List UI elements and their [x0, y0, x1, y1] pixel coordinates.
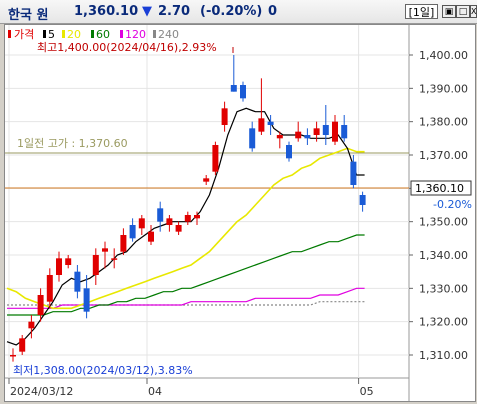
ma60-line: [7, 234, 365, 316]
y-tick-label: 1,400.00: [419, 49, 468, 62]
candle-body: [102, 248, 108, 252]
candle-body: [230, 85, 237, 92]
candle-body: [83, 288, 90, 312]
current-price-label: 1,360.10: [415, 182, 464, 195]
candle-body: [258, 118, 265, 132]
candle-body: [203, 178, 210, 182]
maximize-icon[interactable]: □: [456, 5, 470, 18]
candle-body: [148, 231, 154, 242]
candle-body: [184, 215, 191, 222]
candle-body: [10, 355, 16, 357]
price-chart[interactable]: 1,400.001,390.001,380.001,370.001,360.00…: [5, 25, 475, 401]
candle-body: [249, 128, 256, 149]
candle-body: [322, 125, 329, 135]
candle-body: [221, 108, 228, 125]
prev-high-annotation: 1일전 고가 : 1,370.60: [17, 136, 128, 150]
ma-swatch: [62, 30, 65, 38]
x-tick-label: 2024/03/12: [10, 385, 73, 398]
legend-ma-label: 60: [96, 28, 110, 41]
candle-body: [194, 215, 200, 219]
candle-body: [313, 128, 320, 135]
candle-body: [74, 271, 81, 292]
candle-body: [175, 225, 182, 232]
ma-swatch: [91, 30, 94, 38]
reference-lines: [5, 152, 409, 189]
candle-body: [157, 208, 164, 222]
price-change-pct: (-0.20%): [200, 4, 263, 19]
legend-price-label: 가격: [14, 28, 34, 41]
y-tick-label: 1,370.00: [419, 149, 468, 162]
legend-ma-label: 240: [158, 28, 179, 41]
candle-body: [129, 225, 136, 239]
candle-body: [46, 275, 53, 302]
close-icon[interactable]: X: [470, 5, 477, 18]
candle-body: [240, 85, 246, 99]
candle-body: [19, 338, 26, 352]
candle-body: [65, 258, 72, 265]
candle-body: [28, 321, 35, 329]
candle-body: [295, 131, 302, 139]
y-tick-label: 1,390.00: [419, 82, 468, 95]
volume: 0: [268, 4, 278, 19]
down-arrow-icon: ▼: [142, 4, 152, 19]
grid: [5, 25, 409, 378]
price-swatch: [8, 30, 11, 38]
candle-body: [350, 161, 357, 185]
y-tick-label: 1,320.00: [419, 316, 468, 329]
low-annotation: 최저1,308.00(2024/03/12),3.83%: [13, 364, 193, 377]
high-annotation: 최고1,400.00(2024/04/16),2.93%: [37, 41, 217, 54]
y-tick-label: 1,310.00: [419, 349, 468, 362]
x-tick-label: 04: [148, 385, 162, 398]
candle-body: [341, 125, 348, 139]
legend-ma-label: 20: [67, 28, 81, 41]
candle-body: [37, 295, 44, 315]
ma20-line: [6, 147, 365, 310]
candle-body: [138, 218, 145, 229]
current-change-pct: -0.20%: [433, 198, 472, 211]
candle-body: [92, 255, 99, 275]
candle-body: [359, 195, 366, 205]
candle-body: [286, 145, 292, 159]
y-tick-label: 1,350.00: [419, 216, 468, 229]
candle-body: [267, 121, 274, 125]
candle-body: [304, 135, 311, 139]
price-change: 2.70: [158, 4, 191, 19]
y-tick-label: 1,330.00: [419, 282, 468, 295]
title-bar: 한국 원 1,360.10 ▼ 2.70 (-0.20%) 0 [1일] ▣ □…: [0, 0, 477, 24]
y-tick-label: 1,340.00: [419, 249, 468, 262]
ma120-line: [7, 287, 365, 309]
x-axis-ticks: 2024/03/12 04 05: [8, 378, 374, 398]
ma-swatch: [153, 30, 156, 38]
annotations: 최고1,400.00(2024/04/16),2.93% 1일전 고가 : 1,3…: [13, 41, 472, 377]
ma-swatch: [120, 30, 123, 38]
period-selector[interactable]: [1일]: [405, 4, 438, 19]
x-tick-label: 05: [360, 385, 374, 398]
ma-swatch: [43, 30, 46, 38]
current-price-box: [410, 180, 472, 196]
y-tick-label: 1,380.00: [419, 116, 468, 129]
legend-ma-label: 5: [48, 28, 55, 41]
current-price: 1,360.10: [74, 4, 139, 19]
restore-icon[interactable]: ▣: [442, 5, 456, 18]
candle-body: [111, 258, 118, 260]
instrument-name: 한국 원: [8, 8, 49, 23]
candle-body: [166, 218, 173, 225]
chart-frame[interactable]: 1,400.001,390.001,380.001,370.001,360.00…: [4, 24, 476, 402]
candle-body: [276, 135, 283, 139]
candle-body: [212, 145, 219, 172]
candles: [10, 55, 366, 362]
candle-body: [332, 121, 338, 142]
legend: 가격 5 20 60 120 240: [8, 28, 179, 41]
candle-body: [56, 258, 62, 275]
legend-ma-label: 120: [125, 28, 146, 41]
candle-body: [120, 235, 127, 252]
